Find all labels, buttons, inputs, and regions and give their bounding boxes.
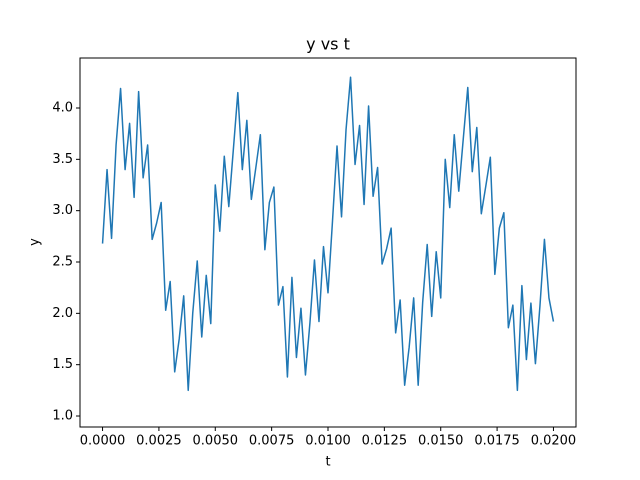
y-tick-label: 2.0 <box>52 306 73 321</box>
x-tick-label: 0.0025 <box>136 434 182 449</box>
y-axis-label: y <box>28 238 43 246</box>
x-tick-label: 0.0000 <box>80 434 126 449</box>
y-tick-label: 1.5 <box>52 357 73 372</box>
y-tick-label: 2.5 <box>52 255 73 270</box>
x-tick-label: 0.0125 <box>362 434 408 449</box>
y-tick-label: 4.0 <box>52 101 73 116</box>
x-axis-label: t <box>325 455 330 470</box>
x-tick-label: 0.0200 <box>531 434 577 449</box>
y-tick-label: 1.0 <box>52 409 73 424</box>
chart-title: y vs t <box>306 35 350 54</box>
x-tick-label: 0.0175 <box>474 434 520 449</box>
x-tick-label: 0.0075 <box>249 434 295 449</box>
x-tick-label: 0.0050 <box>193 434 239 449</box>
x-tick-label: 0.0100 <box>305 434 351 449</box>
y-tick-label: 3.5 <box>52 152 73 167</box>
x-tick-label: 0.0150 <box>418 434 464 449</box>
data-line <box>101 76 555 392</box>
y-tick-label: 3.0 <box>52 203 73 218</box>
plot-frame <box>79 57 577 428</box>
